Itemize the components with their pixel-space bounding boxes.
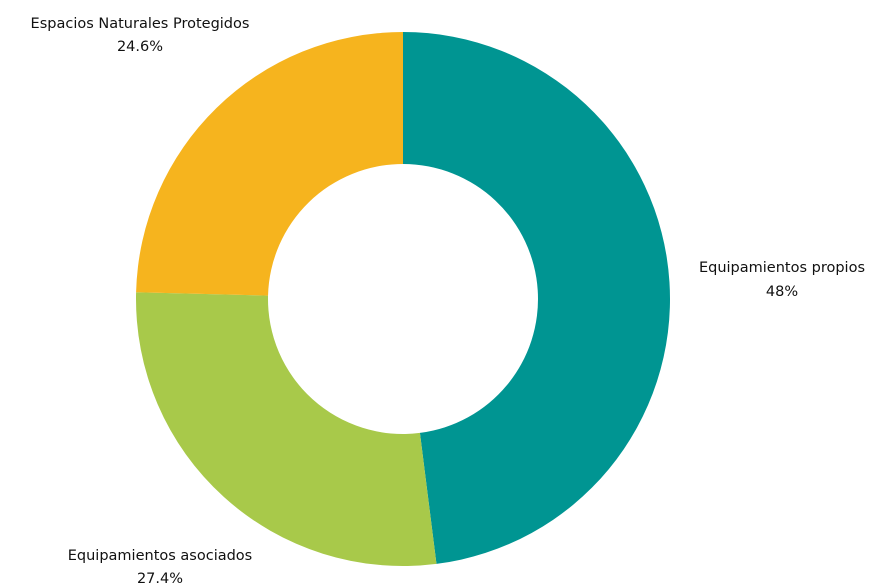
slice-equipamientos-propios	[403, 32, 671, 564]
slice-espacios-naturales-protegidos	[136, 32, 403, 296]
slice-label-percent: 24.6%	[117, 39, 163, 55]
slice-label-equipamientos-propios: Equipamientos propios 48%	[699, 260, 865, 300]
slice-label-name: Equipamientos propios	[699, 260, 865, 276]
slice-label-equipamientos-asociados: Equipamientos asociados 27.4%	[68, 548, 253, 586]
donut-slices	[136, 32, 671, 567]
slice-label-name: Espacios Naturales Protegidos	[31, 16, 250, 32]
slice-label-percent: 48%	[766, 284, 798, 300]
slice-label-percent: 27.4%	[137, 571, 183, 586]
slice-labels: Equipamientos propios 48% Equipamientos …	[31, 16, 865, 586]
slice-label-name: Equipamientos asociados	[68, 548, 253, 564]
slice-equipamientos-asociados	[136, 292, 437, 567]
slice-label-espacios-naturales-protegidos: Espacios Naturales Protegidos 24.6%	[31, 16, 250, 55]
